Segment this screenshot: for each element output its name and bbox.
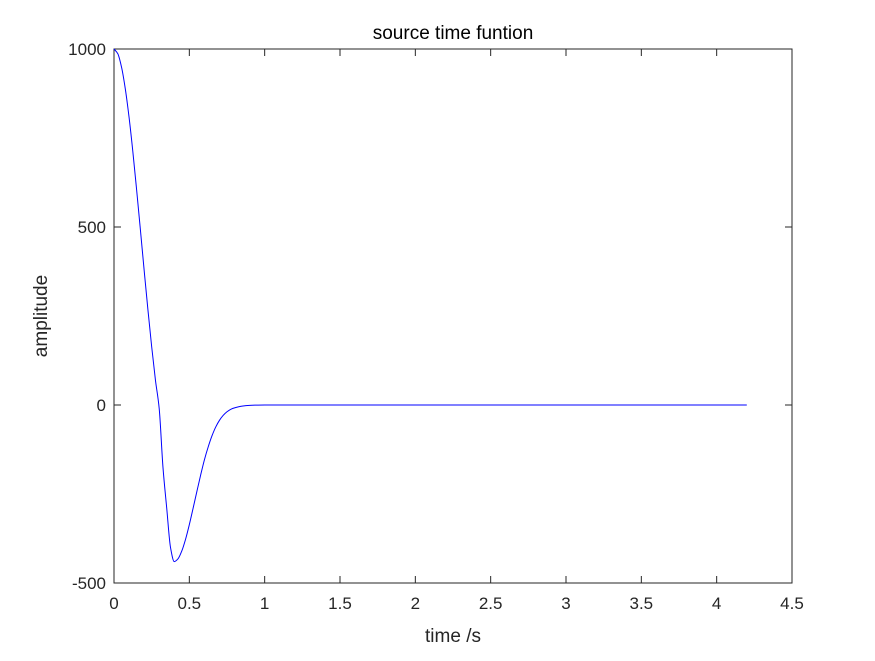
y-tick-label: 500 <box>78 218 106 237</box>
x-tick-label: 4 <box>712 594 721 613</box>
x-tick-label: 2.5 <box>479 594 503 613</box>
x-tick-label: 3.5 <box>630 594 654 613</box>
x-axis-label: time /s <box>425 626 481 647</box>
y-tick-label: -500 <box>72 574 106 593</box>
series-layer <box>113 48 747 563</box>
x-tick-label: 3 <box>561 594 570 613</box>
y-axis-label: amplitude <box>31 275 52 357</box>
y-tick-label: 0 <box>97 396 106 415</box>
x-tick-label: 2 <box>411 594 420 613</box>
x-tick-label: 0.5 <box>178 594 202 613</box>
x-tick-label: 1 <box>260 594 269 613</box>
x-tick-label: 0 <box>109 594 118 613</box>
chart-title: source time funtion <box>373 23 534 44</box>
x-tick-label: 1.5 <box>328 594 352 613</box>
series-line-1 <box>113 48 747 563</box>
y-tick-label: 1000 <box>68 40 106 59</box>
x-tick-label: 4.5 <box>780 594 804 613</box>
plot-area <box>113 48 793 584</box>
